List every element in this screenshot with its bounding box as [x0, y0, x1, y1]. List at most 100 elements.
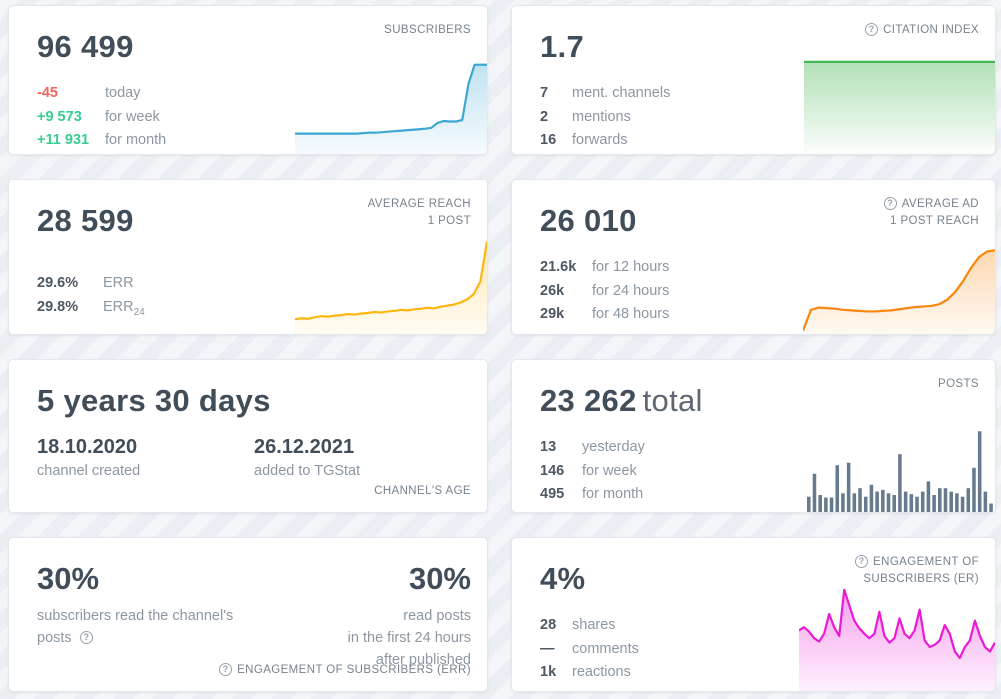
stat-row: 16 forwards [540, 129, 979, 153]
stat-value-12h: 21.6k [540, 259, 577, 275]
card-average-ad-reach: ? AVERAGE AD 1 POST REACH 26 010 21.6k f… [511, 179, 996, 335]
err-right-caption-line2: in the first 24 hours [347, 630, 471, 646]
stat-label-24h: for 24 hours [592, 282, 670, 299]
average-ad-stats: 21.6k for 12 hours 26k for 24 hours 29k … [540, 256, 979, 327]
er-sparkline [799, 581, 995, 691]
err-right-caption-line3: after published [375, 652, 471, 668]
help-icon[interactable]: ? [865, 23, 879, 36]
card-posts: POSTS 23 262 total 13 yesterday 146 for w… [511, 359, 996, 513]
stat-row: 1k reactions [540, 661, 979, 685]
stat-value-ment-channels: 7 [540, 85, 549, 101]
posts-total-value: 23 262 [540, 383, 637, 418]
stat-value-week: +9 573 [37, 108, 82, 125]
channel-created-block: 18.10.2020 channel created [37, 434, 254, 479]
stat-label-shares: shares [572, 617, 616, 633]
err-right-caption: read posts in the first 24 hours after p… [348, 605, 471, 671]
stat-row: — comments [540, 638, 979, 662]
subscribers-sparkline [295, 57, 487, 154]
stat-label-today: today [105, 85, 141, 101]
stat-label-reactions: reactions [572, 664, 631, 680]
stat-value-mentions: 2 [540, 108, 549, 125]
average-ad-label-line1: AVERAGE AD [901, 198, 979, 210]
average-reach-stats: 29.6% ERR 29.8% ERR24 [37, 272, 471, 324]
stat-row: 28 shares [540, 614, 979, 638]
err-card-label: ? ENGAGEMENT OF SUBSCRIBERS (ERR) [219, 662, 471, 679]
stat-label-48h: for 48 hours [592, 306, 670, 322]
stat-value-48h: 29k [540, 306, 565, 322]
channel-age-value: 5 years 30 days [37, 383, 271, 418]
subscribers-card-label: SUBSCRIBERS [384, 24, 471, 36]
stat-label-err: ERR [103, 275, 134, 291]
stat-row: 2 mentions [540, 106, 979, 130]
stat-label-12h: for 12 hours [592, 259, 670, 275]
er-label-line2: SUBSCRIBERS (ER) [863, 573, 979, 585]
citation-label-text: CITATION INDEX [883, 24, 979, 36]
average-ad-label-line2: 1 POST REACH [890, 215, 979, 227]
average-reach-label-line1: AVERAGE REACH [367, 198, 471, 210]
posts-card-label: POSTS [938, 378, 979, 390]
stat-value-err: 29.6% [37, 275, 79, 291]
stat-value-today: -45 [37, 85, 58, 101]
err-right-caption-line1: read posts [403, 608, 471, 624]
stat-row: 29.6% ERR [37, 272, 471, 296]
err-right-value: 30% [408, 561, 471, 596]
posts-total-suffix: total [642, 383, 703, 418]
err-left-value: 30% [37, 561, 100, 596]
er-value: 4% [540, 561, 586, 596]
posts-stats: 13 yesterday 146 for week 495 for month [540, 436, 979, 507]
average-reach-value: 28 599 [37, 203, 134, 238]
stat-label-err24: ERR24 [103, 298, 145, 318]
er-card-label: ? ENGAGEMENT OF SUBSCRIBERS (ER) [855, 554, 979, 588]
stat-row: -45 today [37, 82, 471, 106]
stat-row: 495 for month [540, 483, 979, 507]
err-card-label-text: ENGAGEMENT OF SUBSCRIBERS (ERR) [237, 664, 471, 676]
stat-row: 29k for 48 hours [540, 303, 979, 327]
card-engagement-err: 30% subscribers read the channel's posts… [8, 537, 488, 692]
stat-label-ment-channels: ment. channels [572, 85, 671, 101]
citation-sparkline [804, 57, 995, 154]
stat-row: +9 573 for week [37, 106, 471, 130]
stat-label-month: for month [582, 486, 644, 502]
card-citation-index: ? CITATION INDEX 1.7 7 ment. channels 2 … [511, 5, 996, 155]
channel-created-caption: channel created [37, 463, 141, 479]
average-ad-value: 26 010 [540, 203, 637, 238]
help-icon[interactable]: ? [79, 630, 93, 644]
stat-row: +11 931 for month [37, 129, 471, 153]
subscribers-stats: -45 today +9 573 for week +11 931 for mo… [37, 82, 471, 153]
stat-label-week: for week [582, 462, 637, 479]
stat-label-week: for week [105, 108, 160, 125]
card-channel-age: 5 years 30 days 18.10.2020 channel creat… [8, 359, 488, 513]
err-columns: 30% subscribers read the channel's posts… [37, 560, 471, 671]
er-label-line1: ENGAGEMENT OF [873, 556, 979, 568]
citation-stats: 7 ment. channels 2 mentions 16 forwards [540, 82, 979, 153]
channel-created-date: 18.10.2020 [37, 436, 138, 458]
subscribers-count: 96 499 [37, 29, 134, 64]
channel-age-dates: 18.10.2020 channel created 26.12.2021 ad… [37, 434, 471, 479]
stat-value-forwards: 16 [540, 132, 557, 148]
err-left-block: 30% subscribers read the channel's posts… [37, 560, 262, 671]
citation-card-label: ? CITATION INDEX [865, 22, 979, 39]
help-icon[interactable]: ? [883, 197, 897, 210]
stat-value-err24: 29.8% [37, 298, 79, 315]
average-reach-card-label: AVERAGE REACH 1 POST [368, 196, 471, 230]
stat-value-month: +11 931 [37, 132, 90, 148]
help-icon[interactable]: ? [219, 663, 233, 676]
stat-row: 29.8% ERR24 [37, 296, 471, 324]
stat-label-month: for month [105, 132, 167, 148]
help-icon[interactable]: ? [855, 555, 869, 568]
posts-bar-sparkline [807, 427, 995, 512]
average-reach-label-line2: 1 POST [427, 215, 471, 227]
stat-value-week: 146 [540, 462, 565, 479]
added-to-tgstat-date: 26.12.2021 [254, 436, 355, 458]
card-subscribers: SUBSCRIBERS 96 499 -45 today +9 573 for … [8, 5, 488, 155]
posts-total: 23 262 total [540, 382, 979, 420]
stat-label-comments: comments [572, 640, 639, 657]
stat-label-forwards: forwards [572, 132, 628, 148]
stat-row: 21.6k for 12 hours [540, 256, 979, 280]
added-to-tgstat-caption: added to TGStat [254, 463, 361, 479]
average-ad-card-label: ? AVERAGE AD 1 POST REACH [883, 196, 979, 230]
er-stats: 28 shares — comments 1k reactions [540, 614, 979, 685]
stat-row: 26k for 24 hours [540, 280, 979, 304]
channel-age-card-label: CHANNEL'S AGE [374, 485, 471, 497]
